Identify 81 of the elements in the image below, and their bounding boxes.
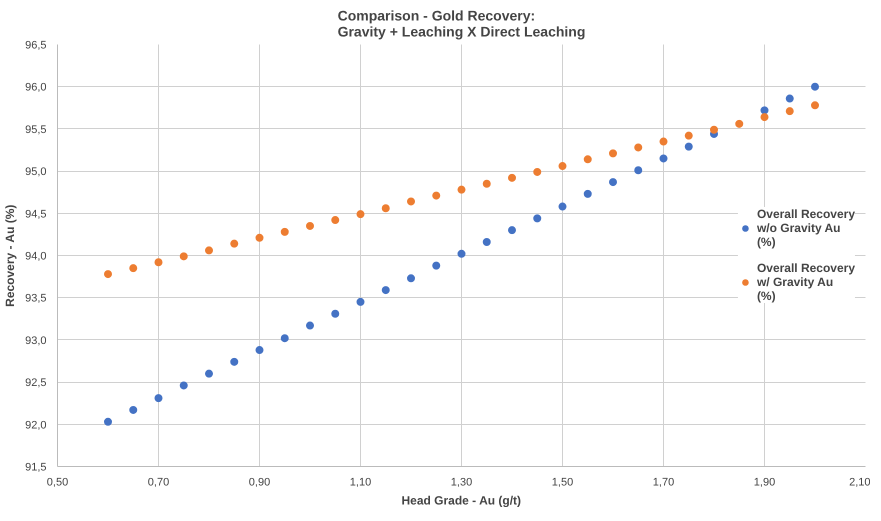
- legend-label: Overall Recovery w/o Gravity Au (%): [756, 207, 855, 249]
- point: [306, 222, 314, 230]
- x-tick-label: 1,90: [754, 476, 776, 488]
- x-axis-title: Head Grade - Au (g/t): [401, 494, 522, 508]
- point: [508, 174, 516, 182]
- point: [432, 262, 440, 270]
- point: [356, 210, 364, 218]
- point: [230, 358, 238, 366]
- point: [458, 186, 466, 194]
- point: [684, 142, 693, 151]
- point: [660, 154, 668, 162]
- x-tick-label: 1,10: [350, 476, 372, 488]
- point: [205, 246, 213, 254]
- y-tick-label: 92,5: [25, 377, 47, 390]
- chart-title: Comparison - Gold Recovery: Gravity + Leaching X Direct Leaching: [338, 8, 586, 40]
- point: [154, 258, 162, 266]
- legend-label: Overall Recovery w/ Gravity Au (%): [756, 261, 855, 303]
- x-tick-label: 0,50: [46, 476, 68, 488]
- y-tick-label: 95,0: [25, 166, 47, 178]
- point: [660, 138, 668, 146]
- y-tick-label: 91,5: [25, 462, 47, 474]
- point: [382, 286, 390, 294]
- y-tick-label: 92,0: [25, 419, 47, 432]
- point: [634, 166, 642, 174]
- point: [356, 298, 364, 306]
- y-tick-label: 93,5: [25, 292, 47, 305]
- x-tick-label: 1,50: [552, 476, 574, 488]
- point: [760, 106, 768, 114]
- x-tick-label: 0,70: [148, 476, 170, 488]
- point: [533, 168, 542, 176]
- point: [760, 113, 768, 122]
- point: [609, 149, 617, 158]
- point: [811, 101, 819, 110]
- point: [584, 155, 592, 164]
- y-axis-title: Recovery - Au (%): [3, 204, 18, 307]
- point: [735, 120, 744, 128]
- point: [533, 214, 542, 222]
- point: [104, 270, 112, 278]
- point: [811, 82, 819, 91]
- point: [104, 418, 112, 426]
- point: [331, 216, 340, 224]
- point: [508, 226, 516, 234]
- point: [382, 204, 390, 212]
- point: [786, 94, 794, 103]
- point: [154, 394, 162, 402]
- point: [558, 202, 566, 211]
- point: [407, 274, 415, 282]
- point: [458, 250, 466, 258]
- y-tick-label: 95,5: [25, 124, 47, 136]
- point: [205, 370, 213, 378]
- point: [331, 310, 340, 318]
- y-tick-label: 93,0: [25, 334, 47, 347]
- point: [306, 322, 314, 330]
- y-tick-label: 96,0: [25, 82, 47, 94]
- y-tick-label: 94,5: [25, 208, 47, 220]
- point: [584, 190, 592, 198]
- point: [710, 126, 718, 134]
- point: [280, 228, 289, 236]
- y-tick-label: 94,0: [25, 250, 47, 262]
- point: [634, 143, 642, 152]
- point: [256, 346, 264, 354]
- point: [432, 192, 440, 200]
- x-tick-label: 0,90: [248, 476, 270, 488]
- point: [482, 180, 491, 188]
- point: [407, 197, 415, 206]
- y-tick-label: 96,5: [25, 40, 47, 52]
- x-tick-label: 1,70: [652, 476, 674, 488]
- point: [558, 162, 566, 170]
- point: [180, 252, 188, 260]
- point: [230, 240, 238, 248]
- point: [482, 238, 491, 246]
- point: [280, 334, 289, 342]
- point: [609, 178, 617, 186]
- point: [786, 107, 794, 116]
- point: [256, 234, 264, 242]
- point: [129, 406, 138, 414]
- point: [180, 381, 188, 390]
- x-tick-label: 1,30: [450, 476, 472, 488]
- point: [129, 264, 138, 272]
- point: [684, 132, 693, 140]
- x-tick-label: 2,10: [849, 476, 871, 488]
